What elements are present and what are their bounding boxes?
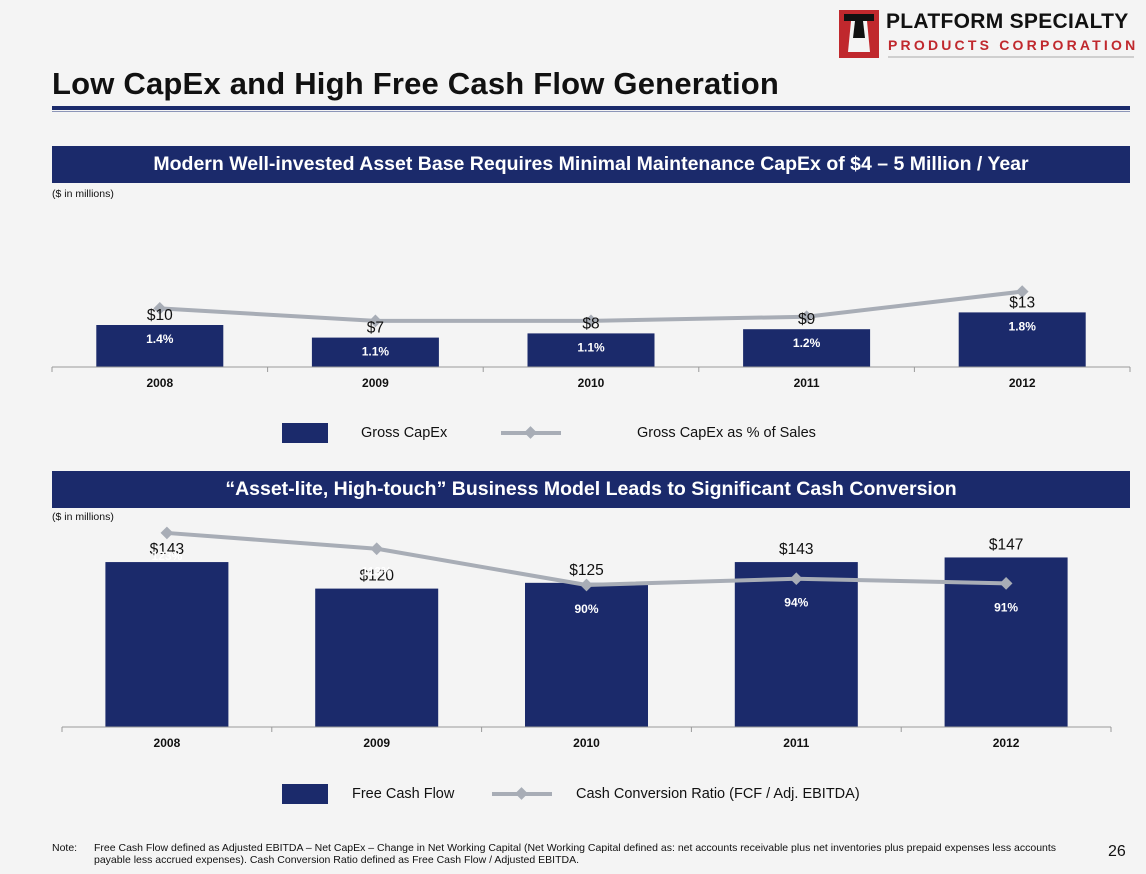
bar-value-label-2009: $120 bbox=[359, 568, 394, 585]
footnote: Note: Free Cash Flow defined as Adjusted… bbox=[52, 842, 1092, 866]
legend-bar-swatch bbox=[282, 423, 328, 443]
bar-value-label-2011: $9 bbox=[798, 311, 815, 328]
x-tick-label-2009: 2009 bbox=[363, 736, 390, 750]
legend-bar-swatch bbox=[282, 784, 328, 804]
x-tick-label-2010: 2010 bbox=[578, 376, 605, 390]
company-logo: PLATFORM SPECIALTY PRODUCTS CORPORATION bbox=[838, 8, 1138, 64]
title-underline-thin bbox=[52, 111, 1130, 112]
line-value-label-2011: 1.2% bbox=[793, 336, 821, 350]
bar-2009 bbox=[315, 588, 439, 727]
bar-2008 bbox=[105, 562, 229, 727]
bar-value-label-2012: $13 bbox=[1009, 294, 1035, 311]
line-value-label-2008: 1.4% bbox=[146, 332, 174, 346]
line-value-label-2011: 94% bbox=[784, 596, 808, 610]
legend-line-swatch bbox=[492, 784, 552, 804]
section2-units: ($ in millions) bbox=[52, 511, 114, 523]
legend-line-label: Gross CapEx as % of Sales bbox=[637, 425, 816, 441]
x-tick-label-2008: 2008 bbox=[146, 376, 173, 390]
line-value-label-2010: 1.1% bbox=[577, 340, 605, 354]
bar-value-label-2009: $7 bbox=[367, 320, 384, 337]
fcf-chart: 2008 2009 2010 2011 2012 $143 $120 $125 $143 $147… bbox=[61, 526, 1112, 750]
section1-legend: Gross CapEx Gross CapEx as % of Sales bbox=[282, 423, 816, 443]
section2-legend: Free Cash Flow Cash Conversion Ratio (FC… bbox=[282, 784, 860, 804]
title-underline bbox=[52, 106, 1130, 110]
section2-banner: “Asset-lite, High-touch” Business Model … bbox=[52, 471, 1130, 508]
x-tick-label-2010: 2010 bbox=[573, 736, 600, 750]
legend-bar-label: Gross CapEx bbox=[361, 425, 448, 441]
bar-2008 bbox=[96, 325, 224, 367]
section1-units: ($ in millions) bbox=[52, 188, 114, 200]
line-value-label-2009: 113% bbox=[362, 565, 392, 579]
bar-value-label-2012: $147 bbox=[989, 536, 1023, 553]
page-title: Low CapEx and High Free Cash Flow Genera… bbox=[52, 66, 780, 101]
bar-value-label-2011: $143 bbox=[779, 541, 813, 558]
bar-value-label-2010: $8 bbox=[582, 315, 599, 332]
x-tick-label-2011: 2011 bbox=[794, 376, 820, 390]
bar-value-label-2008: $10 bbox=[147, 307, 173, 324]
footnote-label: Note: bbox=[52, 842, 78, 854]
x-tick-label-2009: 2009 bbox=[362, 376, 389, 390]
logo-line1: PLATFORM SPECIALTY bbox=[886, 10, 1129, 33]
x-tick-label-2008: 2008 bbox=[154, 736, 181, 750]
logo-tagline-rule bbox=[888, 56, 1134, 58]
bar-2010 bbox=[527, 333, 655, 367]
page-number: 26 bbox=[1108, 843, 1126, 860]
x-tick-label-2012: 2012 bbox=[1009, 376, 1036, 390]
bar-2010 bbox=[525, 582, 648, 727]
bar-value-label-2008: $143 bbox=[150, 541, 184, 558]
bar-value-label-2010: $125 bbox=[569, 562, 603, 579]
line-value-label-2008: 123% bbox=[152, 549, 183, 563]
capex-chart: 2008 2009 2010 2011 2012 $10 $7 $8 $9 $13 1.4% 1.1%… bbox=[51, 285, 1131, 390]
bar-2011 bbox=[734, 562, 858, 727]
bar-2012 bbox=[958, 312, 1086, 367]
x-tick-label-2012: 2012 bbox=[993, 736, 1020, 750]
x-tick-label-2011: 2011 bbox=[783, 736, 809, 750]
logo-line2: PRODUCTS CORPORATION bbox=[888, 37, 1139, 53]
line-point-2009 bbox=[370, 542, 384, 556]
legend-bar-label: Free Cash Flow bbox=[352, 786, 455, 802]
line-point-2008 bbox=[160, 526, 174, 540]
section1-banner: Modern Well-invested Asset Base Requires… bbox=[52, 146, 1130, 183]
line-point-2009 bbox=[369, 314, 382, 328]
line-value-label-2010: 90% bbox=[574, 602, 598, 616]
line-value-label-2012: 1.8% bbox=[1009, 319, 1037, 333]
bar-2011 bbox=[743, 329, 871, 367]
logo-mark-icon bbox=[839, 10, 879, 58]
footnote-text: Free Cash Flow defined as Adjusted EBITD… bbox=[94, 842, 1057, 866]
bar-2009 bbox=[311, 337, 439, 367]
legend-line-swatch bbox=[501, 423, 561, 443]
line-value-label-2009: 1.1% bbox=[362, 345, 390, 359]
legend-line-label: Cash Conversion Ratio (FCF / Adj. EBITDA… bbox=[576, 786, 860, 802]
line-value-label-2012: 91% bbox=[994, 600, 1018, 614]
line-point-2008 bbox=[153, 301, 167, 315]
